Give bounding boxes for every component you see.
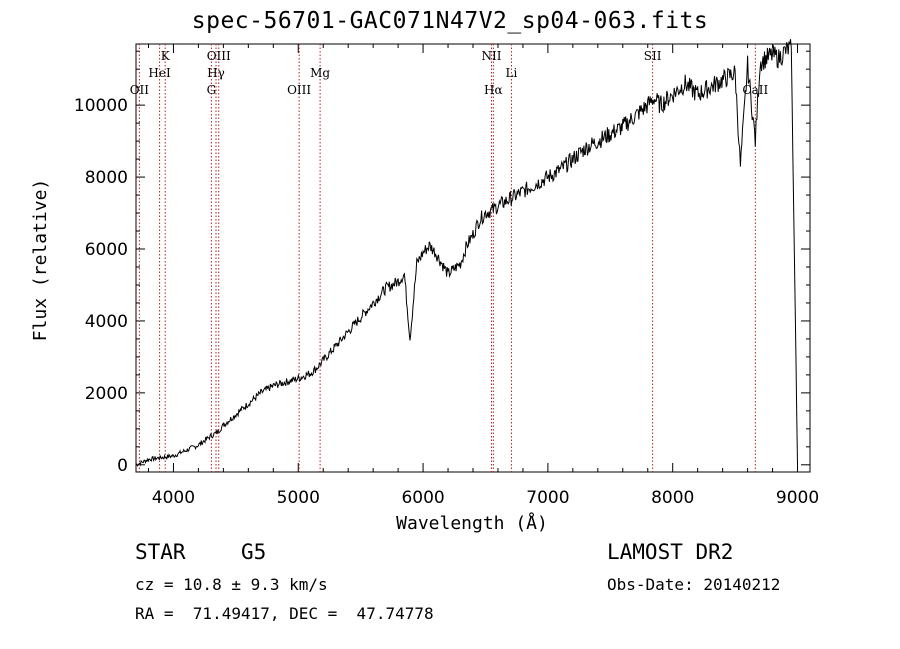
spectral-line-label: HeI: [148, 66, 171, 80]
spectral-line-label: Hγ: [207, 66, 225, 80]
coordinates: RA = 71.49417, DEC = 47.74778: [135, 604, 434, 623]
spectral-line-label: K: [161, 49, 171, 63]
y-axis-label: Flux (relative): [30, 179, 51, 342]
spectral-line-label: OIII: [287, 83, 311, 97]
x-tick-label: 5000: [277, 488, 320, 508]
y-tick-label: 0: [117, 456, 128, 476]
y-tick-label: 4000: [85, 312, 128, 332]
spectrum-line: [135, 39, 798, 467]
spectral-line-label: SII: [644, 49, 662, 63]
plot-frame: [135, 43, 811, 473]
x-tick-label: 9000: [776, 488, 819, 508]
spectral-line-label: Mg: [310, 66, 330, 80]
spectral-line-label: Li: [506, 66, 518, 80]
survey-name: LAMOST DR2: [607, 540, 734, 564]
y-tick-label: 2000: [85, 384, 128, 404]
y-tick-label: 8000: [85, 168, 128, 188]
spectral-line-label: CaII: [742, 83, 768, 97]
x-tick-label: 8000: [651, 488, 694, 508]
chart-title: spec-56701-GAC071N47V2_sp04-063.fits: [191, 8, 709, 34]
spectral-line-label: NII: [481, 49, 501, 63]
x-tick-label: 6000: [401, 488, 444, 508]
obs-date: Obs-Date: 20140212: [607, 575, 781, 594]
y-tick-label: 10000: [74, 96, 128, 116]
spectral-line-label: Hα: [484, 83, 503, 97]
x-axis-label: Wavelength (Å): [396, 512, 548, 534]
object-subclass: G5: [241, 540, 267, 564]
spectral-line-label: OIII: [207, 49, 231, 63]
spectral-line-label: G: [207, 83, 217, 97]
y-tick-label: 6000: [85, 240, 128, 260]
x-tick-label: 4000: [152, 488, 195, 508]
redshift-info: cz = 10.8 ± 9.3 km/s: [135, 575, 328, 594]
object-class: STAR: [135, 540, 186, 564]
spectral-line-label: OII: [130, 83, 150, 97]
x-tick-label: 7000: [526, 488, 569, 508]
